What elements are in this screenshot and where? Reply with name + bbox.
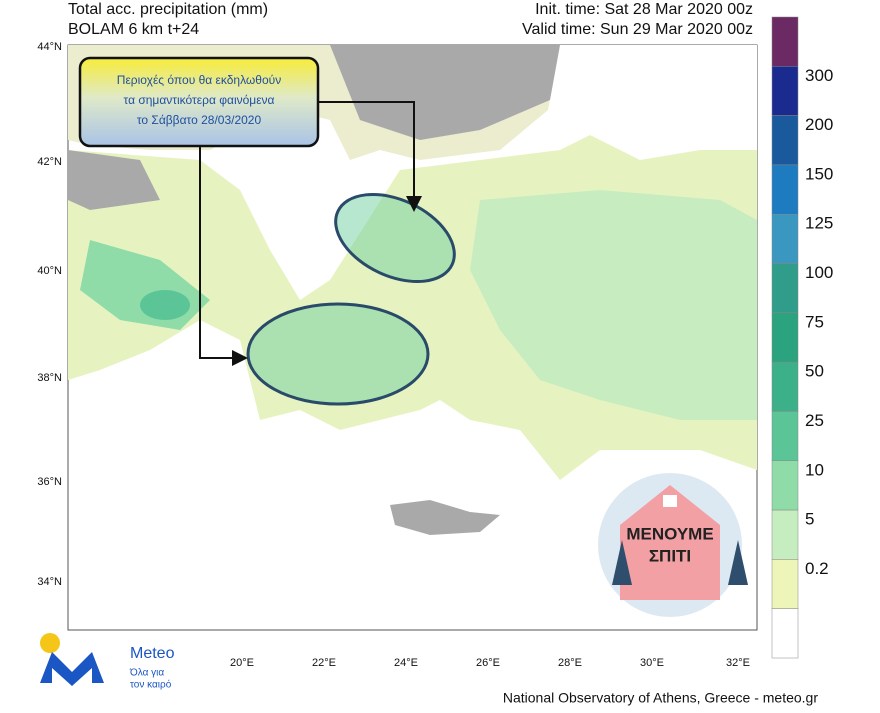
logo-name: Meteo [130, 645, 175, 662]
stay-home-badge [598, 473, 748, 617]
logo [40, 633, 104, 686]
annotation-text: Περιοχές όπου θα εκδηλωθούν [117, 73, 281, 87]
colorbar-label: 125 [805, 214, 833, 233]
colorbar-swatch [771, 263, 799, 314]
colorbar-swatch [771, 66, 799, 116]
colorbar-label: 25 [805, 411, 824, 430]
badge-text: ΜΕΝΟΥΜΕ [626, 524, 713, 543]
header-right: Init. time: Sat 28 Mar 2020 00z [535, 1, 753, 18]
lat-label: 34°N [37, 576, 62, 588]
lat-label: 40°N [37, 265, 62, 277]
colorbar-swatch [771, 213, 799, 264]
lon-label: 30°E [640, 657, 664, 669]
colorbar-label: 100 [805, 263, 833, 282]
lat-label: 38°N [37, 372, 62, 384]
out-domain-land [330, 45, 560, 140]
crete [390, 500, 500, 535]
colorbar-swatch [771, 460, 799, 511]
colorbar-label: 150 [805, 164, 833, 183]
colorbar-swatch [771, 361, 799, 412]
colorbar-label: 0.2 [805, 559, 829, 578]
badge-text: ΣΠΙΤΙ [649, 546, 691, 565]
annotation-text: το Σάββατο 28/03/2020 [137, 113, 262, 127]
colorbar-label: 75 [805, 312, 824, 331]
header-left: Total acc. precipitation (mm) [68, 1, 268, 18]
colorbar-swatch [771, 115, 799, 166]
lon-label: 24°E [394, 657, 418, 669]
precip-25 [140, 290, 190, 320]
colorbar-label: 300 [805, 66, 833, 85]
lon-label: 32°E [726, 657, 750, 669]
colorbar-label: 50 [805, 362, 824, 381]
footer: National Observatory of Athens, Greece -… [503, 690, 818, 706]
lat-label: 44°N [37, 41, 62, 53]
precip-5 [470, 190, 757, 420]
header-right: Valid time: Sun 29 Mar 2020 00z [522, 21, 753, 38]
lat-label: 42°N [37, 156, 62, 168]
header-left: BOLAM 6 km t+24 [68, 21, 199, 38]
colorbar-swatch [771, 411, 799, 462]
colorbar-swatch [771, 16, 799, 67]
lat-label: 36°N [37, 476, 62, 488]
colorbar-swatch [771, 559, 799, 609]
colorbar-label: 200 [805, 115, 833, 134]
lon-label: 20°E [230, 657, 254, 669]
colorbar-label: 10 [805, 460, 824, 479]
map [67, 44, 758, 631]
colorbar-swatch [771, 164, 799, 215]
lon-label: 22°E [312, 657, 336, 669]
arrow-north [318, 101, 422, 212]
italy-grey [68, 150, 160, 210]
annotation-text: τα σημαντικότερα φαινόμενα [124, 93, 275, 107]
lon-label: 26°E [476, 657, 500, 669]
highlight-south [246, 302, 430, 406]
colorbar-swatch [771, 312, 799, 363]
logo-tagline: Όλα για [129, 668, 164, 679]
logo-tagline: τον καιρό [130, 679, 172, 691]
colorbar: 300 200 150 125 100 75 50 25 10 5 0.2 [771, 16, 833, 659]
colorbar-label: 5 [805, 510, 814, 529]
colorbar-swatch [771, 509, 799, 560]
sea-black [560, 45, 757, 160]
colorbar-swatch [771, 608, 799, 659]
lon-label: 28°E [558, 657, 582, 669]
arrow-south [199, 146, 248, 366]
